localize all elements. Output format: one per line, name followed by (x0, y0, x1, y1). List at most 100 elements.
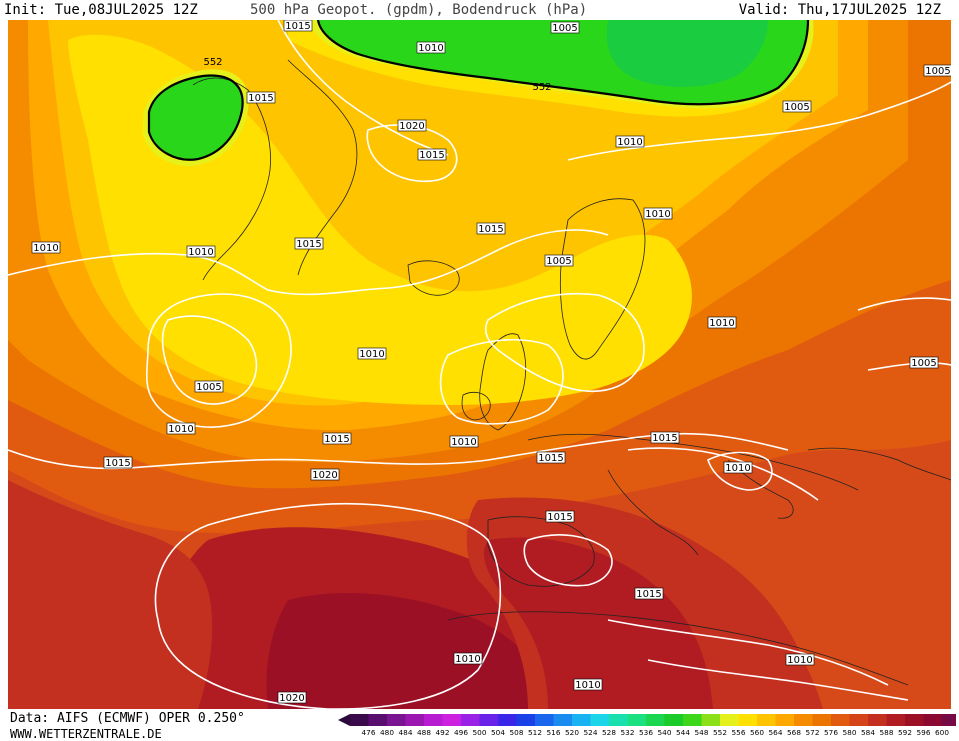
pressure-label-text: 1010 (575, 680, 600, 691)
pressure-label-text: 1010 (418, 43, 443, 54)
coastline-layer (192, 59, 951, 686)
legend-swatch (720, 714, 739, 726)
legend-swatch (757, 714, 776, 726)
isobar-1010-greece (707, 451, 773, 491)
legend-tick-label: 480 (380, 728, 394, 737)
legend-tick-label: 568 (787, 728, 801, 737)
geopot-label-greenland: 552 (203, 57, 222, 68)
isobar-1005-arctic (567, 81, 951, 161)
footer-bar: Data: AIFS (ECMWF) OPER 0.250° WWW.WETTE… (0, 709, 959, 741)
legend-swatch (461, 714, 480, 726)
legend-swatch (442, 714, 462, 726)
pressure-label-text: 1020 (312, 470, 337, 481)
isobar-1015-balkans (627, 447, 819, 501)
legend-tick-label: 572 (806, 728, 820, 737)
greece-coast (727, 459, 794, 519)
geopot-band-588-africa (483, 537, 713, 709)
pressure-label-text: 1010 (168, 424, 193, 435)
pressure-label: 1005 (923, 64, 951, 77)
geopotential-contour-layer (147, 20, 810, 161)
geopot-label-text: 552 (203, 57, 222, 68)
chart-title: 500 hPa Geopot. (gpdm), Bodendruck (hPa) (250, 2, 588, 18)
legend-tick-label: 492 (436, 728, 450, 737)
init-time-label: Init: Tue,08JUL2025 12Z (4, 2, 198, 18)
legend-swatch (794, 714, 813, 726)
isobar-1015-africa (607, 619, 889, 686)
ireland-coast (461, 391, 491, 421)
pressure-label-text: 1010 (645, 209, 670, 220)
pressure-label: 1015 (417, 148, 447, 161)
legend-tick-label: 556 (732, 728, 746, 737)
pressure-label: 1005 (544, 254, 574, 267)
isobar-1010-uk (439, 339, 564, 425)
pressure-label-text: 1015 (652, 433, 677, 444)
pressure-label: 1010 (615, 135, 645, 148)
pressure-label-text: 1005 (784, 102, 809, 113)
legend-tick-label: 592 (898, 728, 912, 737)
legend-tick-label: 560 (750, 728, 764, 737)
legend-tick-label: 524 (584, 728, 598, 737)
pressure-label: 1010 (707, 316, 737, 329)
pressure-label-text: 1010 (188, 247, 213, 258)
legend-swatch (812, 714, 832, 726)
scandinavia-coast (560, 198, 646, 360)
legend-swatch (886, 714, 906, 726)
legend-tick-label: 512 (528, 728, 542, 737)
pressure-label: 1015 (103, 456, 133, 469)
pressure-label: 1010 (723, 461, 753, 474)
pressure-label-text: 1010 (455, 654, 480, 665)
pressure-label: 1015 (634, 587, 664, 600)
website-label: WWW.WETTERZENTRALE.DE (10, 727, 162, 741)
header-bar: Init: Tue,08JUL2025 12Z 500 hPa Geopot. … (0, 0, 959, 20)
legend-tick-label: 504 (491, 728, 505, 737)
pressure-label-text: 1010 (617, 137, 642, 148)
iceland-coast (407, 260, 460, 296)
legend-tick-label: 564 (769, 728, 783, 737)
pressure-label: 1010 (31, 241, 61, 254)
pressure-label: 1020 (277, 691, 307, 704)
geopot-low-core-north (606, 20, 768, 87)
legend-swatch (923, 714, 943, 726)
legend-swatch (831, 714, 850, 726)
pressure-label-text: 1015 (419, 150, 444, 161)
pressure-label: 1005 (909, 356, 939, 369)
legend-swatch (868, 714, 887, 726)
pressure-label: 1010 (785, 653, 815, 666)
legend-tick-label: 488 (417, 728, 431, 737)
legend-tick-label: 576 (824, 728, 838, 737)
legend-swatch (553, 714, 573, 726)
pressure-label: 1010 (357, 347, 387, 360)
pressure-label: 1010 (186, 245, 216, 258)
geopot-label-north: 552 (532, 82, 551, 93)
pressure-label-text: 1015 (285, 21, 310, 32)
legend-tick-label: 476 (362, 728, 376, 737)
pressure-label-text: 1015 (324, 434, 349, 445)
turkey-coast (807, 447, 951, 481)
legend-tick-label: 496 (454, 728, 468, 737)
pressure-label: 1005 (194, 380, 224, 393)
pressure-label-text: 1015 (538, 453, 563, 464)
valid-time-label: Valid: Thu,17JUL2025 12Z (738, 2, 941, 18)
british-isles-coast (479, 333, 527, 431)
color-legend-swatches (338, 714, 956, 726)
north-africa-coast (447, 611, 909, 686)
legend-swatch (498, 714, 517, 726)
pressure-label-text: 1010 (709, 318, 734, 329)
pressure-label: 1005 (782, 100, 812, 113)
pressure-label-text: 1005 (546, 256, 571, 267)
legend-tick-label: 520 (565, 728, 579, 737)
geopot-label-text: 552 (532, 82, 551, 93)
geopot-band-584-atlantic (8, 480, 213, 709)
pressure-label: 1015 (476, 222, 506, 235)
pressure-label-text: 1015 (248, 93, 273, 104)
pressure-label: 1015 (545, 510, 575, 523)
legend-swatch (572, 714, 591, 726)
legend-tick-label: 516 (547, 728, 561, 737)
legend-swatch (701, 714, 721, 726)
pressure-label: 1010 (449, 435, 479, 448)
pressure-label: 1005 (550, 21, 580, 34)
pressure-label-layer: 1015 1010 1005 1005 1015 1020 1015 1010 … (31, 20, 951, 704)
isobar-1010-africa (647, 659, 909, 701)
data-source-label: Data: AIFS (ECMWF) OPER 0.250° (10, 711, 245, 726)
geopotential-label-layer: 552 552 (203, 57, 551, 93)
